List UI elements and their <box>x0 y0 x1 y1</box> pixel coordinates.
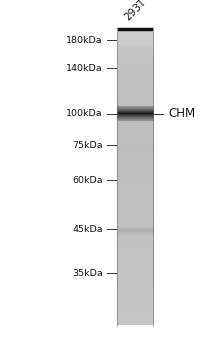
Text: 140kDa: 140kDa <box>66 64 103 73</box>
Text: CHM: CHM <box>168 107 195 120</box>
Text: 45kDa: 45kDa <box>72 225 103 234</box>
Text: 75kDa: 75kDa <box>72 141 103 150</box>
Text: 60kDa: 60kDa <box>72 176 103 185</box>
Text: 180kDa: 180kDa <box>66 36 103 45</box>
Text: 100kDa: 100kDa <box>66 109 103 118</box>
Text: 35kDa: 35kDa <box>72 268 103 278</box>
Text: 293T: 293T <box>123 0 148 23</box>
